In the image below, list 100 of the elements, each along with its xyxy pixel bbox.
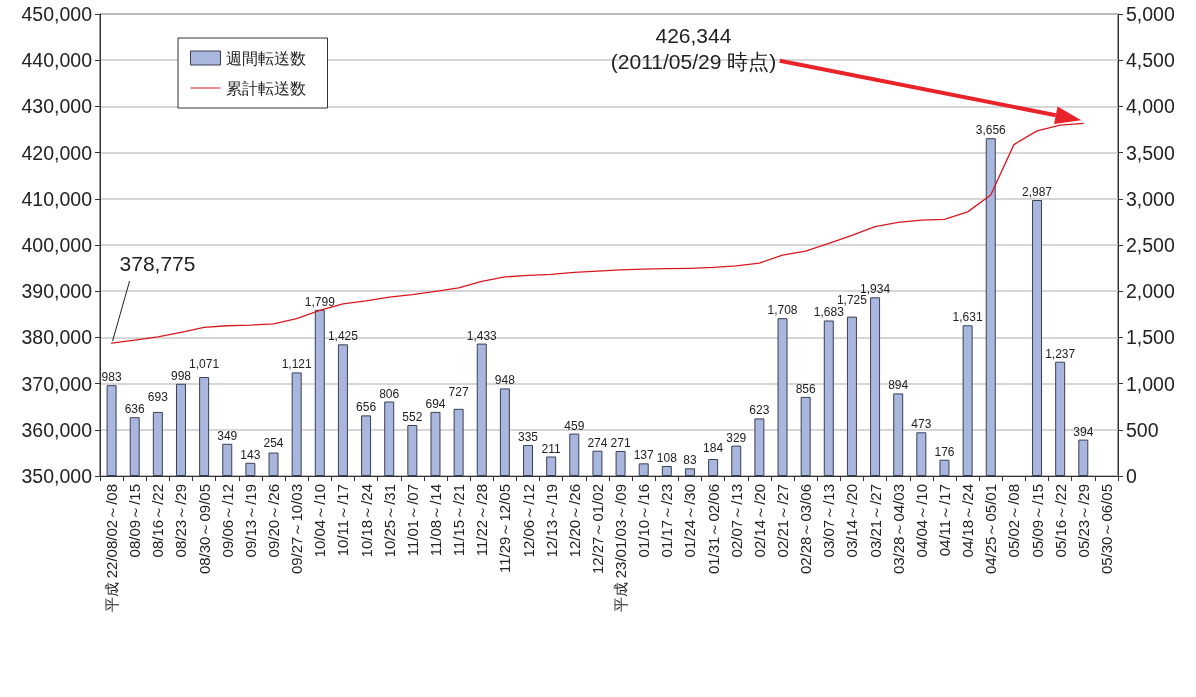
bar <box>453 408 464 476</box>
x-tick-label: 09/20～/26 <box>265 484 283 558</box>
x-tick-label: 11/01～/07 <box>403 484 421 557</box>
bar <box>592 450 603 476</box>
bar <box>985 138 996 476</box>
data-label: 948 <box>494 373 516 388</box>
x-tick-label: 02/28～03/06 <box>797 484 815 575</box>
data-label: 693 <box>147 390 169 405</box>
data-label: 473 <box>911 417 932 432</box>
annotation: 378,775 <box>119 251 196 278</box>
x-tick-label: 12/06～/12 <box>519 484 537 558</box>
x-tick-label: 08/09～/15 <box>126 484 144 558</box>
data-label: 856 <box>795 381 816 396</box>
x-tick-label: 04/18～/24 <box>959 484 977 558</box>
bar <box>708 459 719 476</box>
x-tick-label: 04/11～/17 <box>935 484 953 557</box>
y-tick-label: 380,000 <box>21 326 93 349</box>
x-tick-label: 10/18～/24 <box>357 484 375 558</box>
data-label: 176 <box>934 444 955 459</box>
data-label: 623 <box>749 403 770 418</box>
y2-tick-label: 500 <box>1126 418 1159 441</box>
data-label: 806 <box>379 386 400 401</box>
data-label: 1,121 <box>281 357 312 372</box>
bar <box>106 385 117 476</box>
x-tick-label: 12/13～/19 <box>542 484 560 558</box>
bar <box>361 415 372 476</box>
bar <box>175 383 186 476</box>
legend-label: 週間転送数 <box>225 49 306 67</box>
data-label: 394 <box>1073 424 1094 439</box>
x-tick-label: 11/08～/14 <box>426 484 444 557</box>
x-tick-label: 05/02～/08 <box>1005 484 1023 558</box>
bar <box>384 401 395 476</box>
bar <box>731 445 742 476</box>
x-tick-label: 05/23～/29 <box>1074 484 1092 558</box>
x-tick-label: 05/16～/22 <box>1051 484 1069 558</box>
x-tick-label: 09/13～/19 <box>241 484 259 558</box>
bar <box>823 320 834 476</box>
y-tick-label: 390,000 <box>21 280 93 303</box>
y2-tick-label: 1,000 <box>1126 372 1175 395</box>
data-label: 254 <box>263 435 284 450</box>
x-tick-label: 10/11～/17 <box>334 484 352 557</box>
data-label: 998 <box>170 368 192 383</box>
bar <box>1032 200 1043 476</box>
data-label: 727 <box>448 384 469 399</box>
data-label: 1,425 <box>327 329 359 344</box>
data-label: 636 <box>124 402 146 417</box>
bar <box>569 433 580 476</box>
data-label: 329 <box>726 430 747 445</box>
bar <box>314 309 325 476</box>
data-label: 694 <box>425 396 446 411</box>
bar <box>615 450 626 476</box>
bar <box>638 463 649 476</box>
x-tick-label: 12/20～/26 <box>565 484 583 558</box>
bar <box>546 456 557 476</box>
y-tick-label: 400,000 <box>21 234 93 256</box>
x-tick-label: 09/06～/12 <box>218 484 236 558</box>
y2-tick-label: 2,500 <box>1126 234 1175 256</box>
data-label: 211 <box>541 441 562 456</box>
y-tick-label: 370,000 <box>21 372 93 395</box>
data-label: 2,987 <box>1022 185 1053 199</box>
data-label: 1,237 <box>1045 346 1076 361</box>
bar <box>777 318 788 476</box>
bar <box>430 411 441 476</box>
data-label: 349 <box>217 428 238 443</box>
x-tick-label: 03/14～/20 <box>843 484 861 558</box>
bar <box>337 344 348 476</box>
data-label: 143 <box>240 447 261 462</box>
data-label: 1,631 <box>952 310 983 325</box>
line-series <box>110 122 1084 344</box>
y2-tick-label: 4,000 <box>1126 95 1175 118</box>
data-label: 459 <box>564 418 585 433</box>
x-tick-label: 11/22～/28 <box>473 484 491 557</box>
data-label: 983 <box>101 370 122 385</box>
y-tick-label: 410,000 <box>21 187 93 210</box>
x-tick-label: 04/25～05/01 <box>982 484 1000 575</box>
bar <box>199 377 210 476</box>
y-tick-label: 350,000 <box>21 465 93 487</box>
bar <box>939 459 950 476</box>
data-label: 137 <box>633 448 655 463</box>
x-tick-label: 02/07～/13 <box>727 484 745 558</box>
bar <box>962 325 973 476</box>
y-tick-label: 450,000 <box>21 3 93 25</box>
x-tick-label: 09/27～10/03 <box>288 484 306 575</box>
x-tick-label: 11/15～/21 <box>450 484 468 557</box>
data-label: 271 <box>610 435 631 450</box>
y2-tick-label: 4,500 <box>1126 49 1175 72</box>
bar <box>893 393 904 476</box>
x-tick-label: 08/16～/22 <box>149 484 167 558</box>
x-tick-label: 02/14～/20 <box>750 484 768 558</box>
bar <box>499 388 510 476</box>
x-tick-label: 平成 23/01/03～/09 <box>612 484 630 613</box>
x-tick-label: 平成 22/08/02～/08 <box>103 484 121 613</box>
y2-tick-label: 3,500 <box>1126 141 1175 164</box>
data-label: 656 <box>356 400 377 415</box>
data-label: 108 <box>656 451 678 466</box>
y-tick-label: 430,000 <box>21 95 93 118</box>
bar <box>661 466 672 476</box>
y-tick-label: 420,000 <box>21 141 93 164</box>
bar <box>800 396 811 476</box>
data-label: 894 <box>888 378 909 393</box>
